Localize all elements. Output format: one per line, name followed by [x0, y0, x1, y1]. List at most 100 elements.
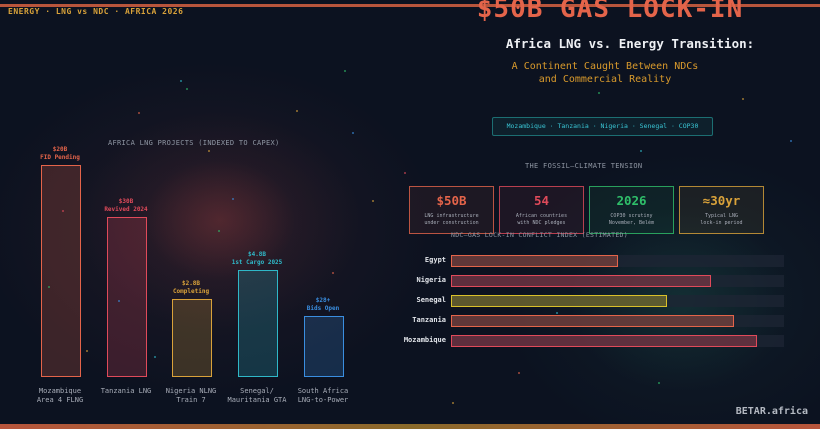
stat-description-line2: under construction [424, 220, 479, 226]
stat-description: LNG infrastructure under construction [410, 213, 493, 227]
particle [154, 356, 156, 358]
project-status-label: FID Pending [40, 153, 80, 161]
project-value-label: $4.8B [247, 251, 267, 258]
project-value-label: $2.8B [181, 280, 201, 287]
particle [344, 70, 346, 72]
stat-card: $50B LNG infrastructure under construction [409, 186, 494, 234]
particle [790, 140, 792, 142]
project-bar-label: $4.8B 1st Cargo 2025 [216, 251, 298, 266]
stat-description-line2: lock-in period [700, 220, 743, 226]
project-category-label: South Africa LNG-to-Power [278, 387, 368, 405]
project-name-line1: Mozambique [38, 387, 82, 395]
stat-card: 54 African countries with NDC pledges [499, 186, 584, 234]
conflict-country-label: Egypt [424, 256, 446, 264]
particle [658, 382, 660, 384]
project-bar-label: $30B Revived 2024 [85, 198, 167, 213]
project-name-line1: South Africa [297, 387, 349, 395]
stat-description: African countries with NDC pledges [500, 213, 583, 227]
top-accent-bar [0, 4, 820, 7]
stat-description: Typical LNG lock-in period [680, 213, 763, 227]
particle [296, 110, 298, 112]
particle [186, 88, 188, 90]
particle [372, 200, 374, 202]
conflict-bar [451, 255, 618, 267]
stat-description-line1: African countries [515, 213, 568, 219]
headline: $50B GAS LOCK-IN [476, 0, 744, 24]
stat-description-line2: November, Belém [608, 220, 655, 226]
project-category-label: Mozambique Area 4 FLNG [15, 387, 105, 405]
conflict-index-title: NDC–GAS LOCK-IN CONFLICT INDEX (ESTIMATE… [451, 231, 628, 239]
conflict-bar [451, 335, 757, 347]
project-status-label: Revived 2024 [104, 205, 148, 213]
particle [556, 312, 558, 314]
bottom-accent-bar [0, 424, 820, 429]
project-bar [107, 217, 147, 377]
project-category-label: Nigeria NLNG Train 7 [146, 387, 236, 405]
conflict-bar [451, 295, 667, 307]
particle [232, 198, 234, 200]
stat-description-line2: with NDC pledges [517, 220, 566, 226]
particle [518, 372, 520, 374]
stat-value: 54 [533, 193, 550, 208]
stat-description: COP30 scrutiny November, Belém [590, 213, 673, 227]
tagline-secondary: A Continent Caught Between NDCs and Comm… [470, 60, 740, 86]
tagline-secondary-line1: A Continent Caught Between NDCs [511, 61, 699, 72]
project-status-label: Completing [172, 287, 210, 295]
conflict-country-label: Tanzania [412, 316, 446, 324]
project-status-label: 1st Cargo 2025 [231, 258, 283, 266]
project-bar [238, 270, 278, 377]
countries-pill: Mozambique · Tanzania · Nigeria · Senega… [492, 117, 713, 136]
particle [208, 150, 210, 152]
project-name-line1: Nigeria NLNG [165, 387, 217, 395]
particle [180, 80, 182, 82]
stat-card: ≈30yr Typical LNG lock-in period [679, 186, 764, 234]
project-bar-label: $28+ Bids Open [282, 297, 364, 312]
conflict-country-label: Senegal [416, 296, 446, 304]
project-value-label: $20B [52, 146, 68, 153]
conflict-bar [451, 315, 734, 327]
stat-value: 2026 [616, 193, 647, 208]
conflict-track [451, 335, 784, 347]
particle [86, 350, 88, 352]
project-name-line2: LNG-to-Power [297, 396, 349, 404]
particle [598, 92, 600, 94]
project-name-line2: Train 7 [176, 396, 206, 404]
tension-title: THE FOSSIL–CLIMATE TENSION [525, 162, 643, 170]
project-bar-label: $20B FID Pending [19, 146, 101, 161]
particle [218, 230, 220, 232]
project-status-label: Bids Open [306, 304, 340, 312]
particle [404, 172, 406, 174]
subhead: Africa LNG vs. Energy Transition: [505, 36, 755, 51]
project-value-label: $30B [118, 198, 134, 205]
project-name-line2: Area 4 FLNG [36, 396, 84, 404]
project-bar [172, 299, 212, 377]
project-bar-label: $2.8B Completing [150, 280, 232, 295]
stat-card: 2026 COP30 scrutiny November, Belém [589, 186, 674, 234]
project-name-line2: Mauritania GTA [227, 396, 287, 404]
stat-description-line1: Typical LNG [704, 213, 739, 219]
particle [742, 98, 744, 100]
project-bar [41, 165, 81, 377]
conflict-track [451, 295, 784, 307]
project-name-line1: Tanzania LNG [100, 387, 152, 395]
project-category-label: Tanzania LNG [81, 387, 171, 396]
particle [62, 210, 64, 212]
stat-value: $50B [436, 193, 467, 208]
particle [48, 286, 50, 288]
tagline-secondary-line2: and Commercial Reality [538, 74, 672, 85]
stat-value: ≈30yr [702, 193, 741, 208]
tagline: ENERGY · LNG vs NDC · AFRICA 2026 [8, 7, 184, 16]
particle [352, 132, 354, 134]
project-name-line1: Senegal/ [240, 387, 274, 395]
particle [332, 272, 334, 274]
conflict-country-label: Nigeria [416, 276, 446, 284]
project-category-label: Senegal/Mauritania GTA [212, 387, 302, 405]
conflict-bar [451, 275, 711, 287]
particle [452, 402, 454, 404]
brand-logo: BETAR.africa [735, 406, 808, 417]
stat-description-line1: COP30 scrutiny [610, 213, 653, 219]
project-value-label: $28+ [315, 297, 331, 304]
particle [640, 150, 642, 152]
project-bar [304, 316, 344, 377]
